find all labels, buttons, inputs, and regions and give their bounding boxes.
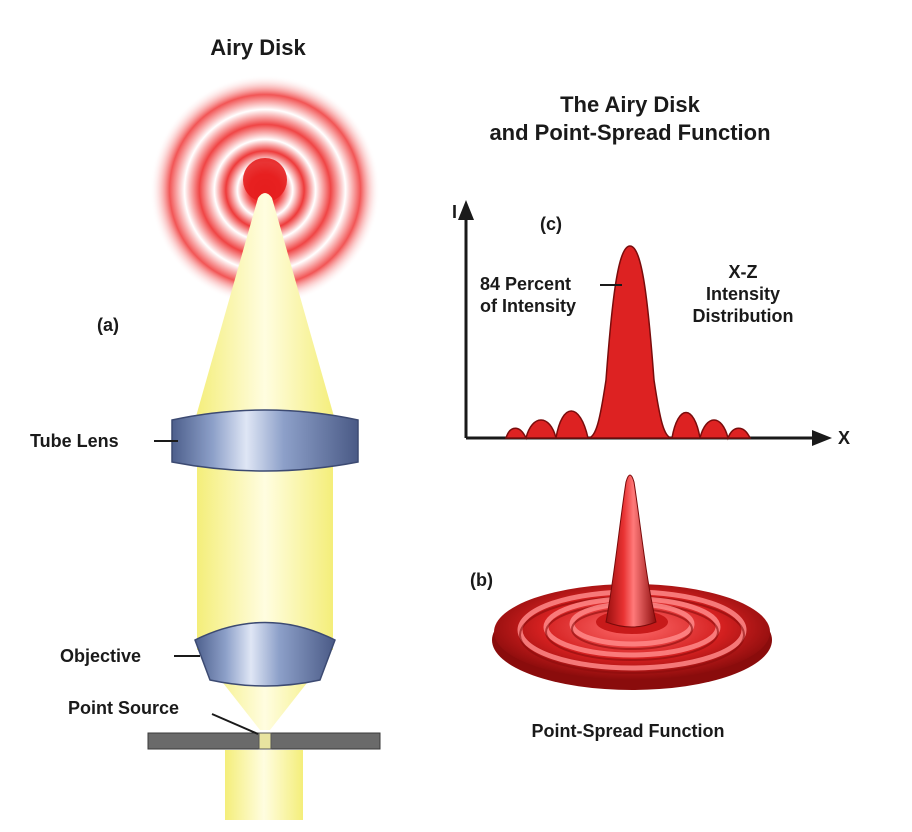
point-source-leader — [211, 713, 259, 735]
peak-label-line-1: 84 Percent — [480, 274, 571, 294]
title-line-1: The Airy Disk — [560, 92, 701, 117]
peak-label-line-2: of Intensity — [480, 296, 576, 316]
y-axis-label: I — [452, 202, 457, 222]
airy-disk-label: Airy Disk — [210, 35, 306, 60]
intensity-profile — [504, 245, 752, 441]
point-source-label: Point Source — [68, 698, 179, 718]
y-axis-arrow — [458, 200, 474, 220]
distribution-label-line-3: Distribution — [693, 306, 794, 326]
converging-beam — [195, 193, 335, 420]
airy-disk-center — [243, 158, 287, 202]
distribution-label-line-2: Intensity — [706, 284, 780, 304]
psf-surface — [492, 474, 772, 690]
tube-lens-label: Tube Lens — [30, 431, 119, 451]
panel-b-label: (b) — [470, 570, 493, 590]
panel-a-label: (a) — [97, 315, 119, 335]
distribution-label-line-1: X-Z — [729, 262, 758, 282]
objective-label: Objective — [60, 646, 141, 666]
point-source — [258, 732, 272, 750]
psf-caption: Point-Spread Function — [532, 721, 725, 741]
title-line-2: and Point-Spread Function — [489, 120, 770, 145]
objective-lens — [194, 621, 336, 687]
panel-c-label: (c) — [540, 214, 562, 234]
transmitted-beam — [225, 750, 303, 820]
x-axis-arrow — [812, 430, 832, 446]
x-axis-label: X — [838, 428, 850, 448]
tube-lens — [171, 409, 359, 472]
